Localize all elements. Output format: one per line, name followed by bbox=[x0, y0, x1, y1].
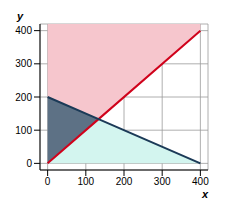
svg-text:y: y bbox=[16, 10, 24, 22]
svg-text:200: 200 bbox=[15, 92, 32, 103]
svg-text:400: 400 bbox=[15, 25, 32, 36]
svg-text:300: 300 bbox=[15, 58, 32, 69]
svg-text:200: 200 bbox=[116, 176, 133, 187]
svg-text:100: 100 bbox=[15, 125, 32, 136]
svg-text:x: x bbox=[201, 188, 209, 198]
svg-text:300: 300 bbox=[154, 176, 171, 187]
svg-text:0: 0 bbox=[45, 176, 51, 187]
svg-text:100: 100 bbox=[77, 176, 94, 187]
svg-text:400: 400 bbox=[192, 176, 209, 187]
svg-text:0: 0 bbox=[26, 158, 32, 169]
